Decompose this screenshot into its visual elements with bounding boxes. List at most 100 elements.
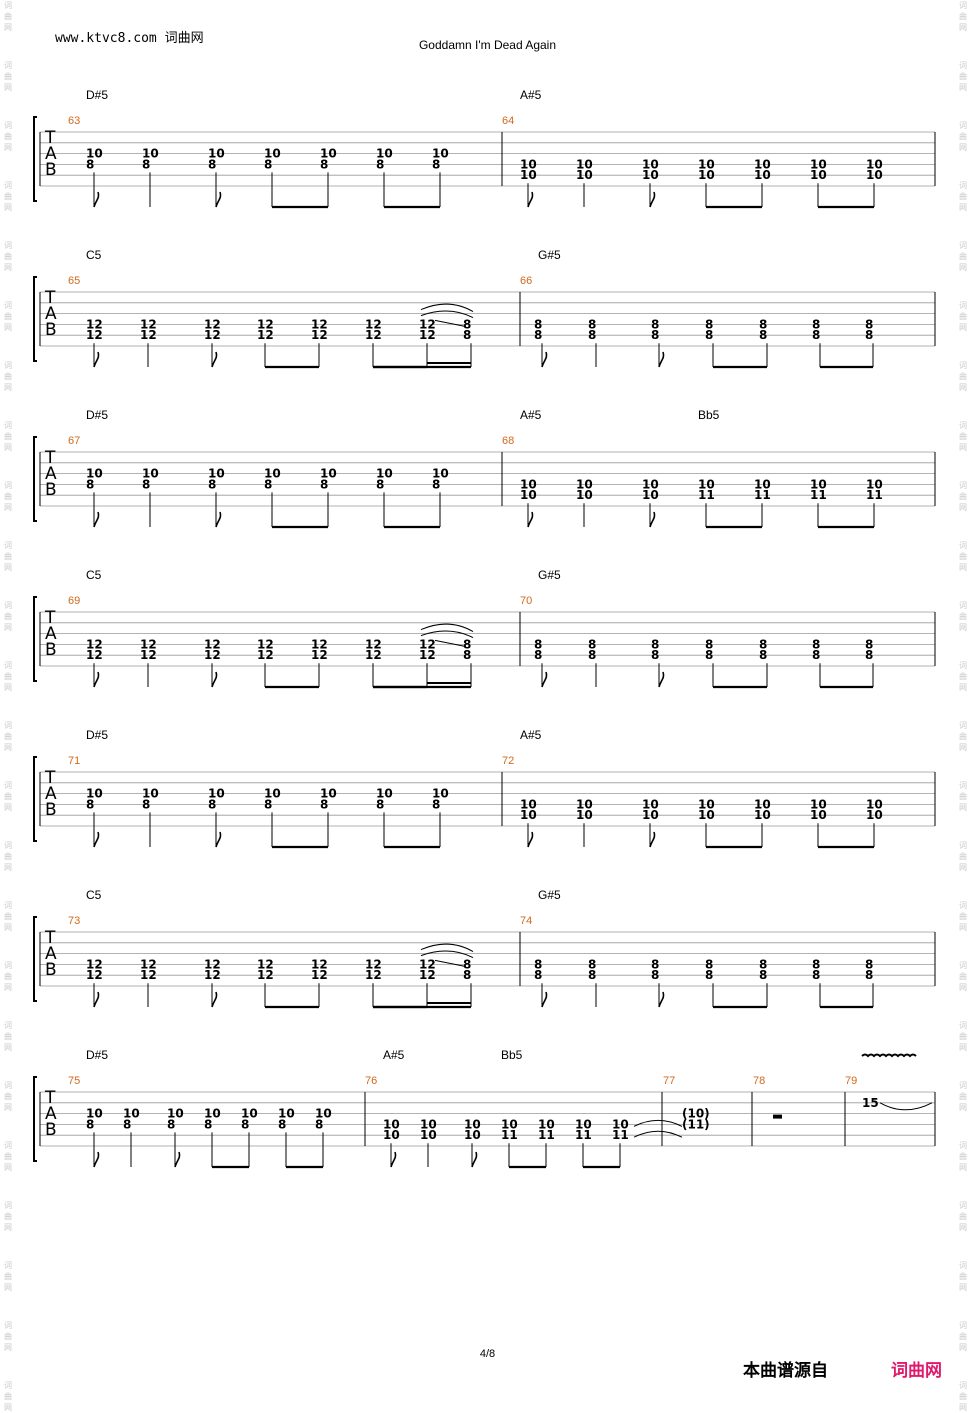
note-flag [211,671,218,688]
fret-number: 8 [320,797,328,811]
chord-name: C5 [86,248,102,262]
note-flag [527,831,534,848]
fret-number: 12 [204,637,221,651]
fret-number: 10 [576,157,593,171]
fret-number: 10 [576,808,593,822]
fret-number: 12 [140,968,157,982]
fret-number: 12 [257,648,274,662]
watermark-text: 词曲网 [4,841,12,872]
fret-number: 10 [123,1107,140,1121]
chord-name: C5 [86,568,102,582]
fret-number: 8 [264,157,272,171]
fret-number: 8 [588,637,596,651]
fret-number: 8 [588,957,596,971]
slide-arc [420,623,474,633]
tab-letter: B [45,640,57,660]
watermark-text: 词曲网 [4,1,12,32]
slide-line [434,639,466,647]
system-bracket [33,756,37,842]
watermark-text: 词曲网 [959,1141,967,1172]
measure-number: 70 [520,595,532,607]
fret-number: 10 [698,157,715,171]
site-url: www.ktvc8.com 词曲网 [55,31,204,46]
tab-letter: A [45,304,57,324]
fret-number: 8 [588,317,596,331]
note-flag [93,831,100,848]
fret-number: 10 [866,797,883,811]
measure-number: 74 [520,915,532,927]
fret-number: 8 [651,328,659,342]
fret-number: 10 [642,168,659,182]
fret-number: 10 [208,787,225,801]
tab-letter: B [45,480,57,500]
fret-number: 8 [812,637,820,651]
system-bracket [33,116,37,202]
fret-number: 10 [264,147,281,161]
fret-number: 10 [576,168,593,182]
fret-number: 8 [588,648,596,662]
fret-number: 8 [463,637,471,651]
fret-number: 8 [142,797,150,811]
fret-number: 12 [257,637,274,651]
fret-number: 12 [365,648,382,662]
fret-number: 10 [264,467,281,481]
fret-number: 8 [865,957,873,971]
fret-number: 8 [142,477,150,491]
fret-number: 11 [501,1128,518,1142]
fret-number: 11 [612,1128,629,1142]
fret-number: 8 [534,968,542,982]
slide-arc [420,943,474,953]
note-flag [215,191,222,208]
fret-number: 8 [534,637,542,651]
fret-number: 10 [520,477,537,491]
slide-arc [420,950,474,959]
fret-number: 12 [86,648,103,662]
fret-number: 10 [810,157,827,171]
fret-number: 8 [759,648,767,662]
watermark-text: 词曲网 [959,661,967,692]
fret-number: 12 [311,317,328,331]
note-flag [527,191,534,208]
chord-name: G#5 [538,888,561,902]
fret-number: 8 [759,968,767,982]
fret-number: 10 [642,157,659,171]
system-bracket [33,1076,37,1162]
fret-number: 12 [140,328,157,342]
fret-number: 8 [812,328,820,342]
song-title: Goddamn I'm Dead Again [418,38,557,52]
note-flag [174,1151,181,1168]
watermark-text: 词曲网 [4,601,12,632]
system-bracket [33,436,37,522]
fret-number: 11 [866,488,883,502]
fret-number: 10 [464,1117,481,1131]
fret-number: 10 [520,168,537,182]
note-flag [93,671,100,688]
measure-number: 76 [365,1075,377,1087]
fret-number: 10 [432,147,449,161]
fret-number: 10 [576,477,593,491]
measure-number: 67 [68,435,80,447]
fret-number: 10 [320,147,337,161]
tab-letter: T [44,1088,56,1108]
fret-number: 8 [432,157,440,171]
watermark-text: 词曲网 [4,301,12,332]
fret-number: 10 [754,168,771,182]
fret-number: 11 [575,1128,592,1142]
chord-name: D#5 [86,88,108,102]
fret-number: 12 [311,637,328,651]
fret-number: 10 [612,1117,629,1131]
watermark-text: 词曲网 [4,1261,12,1292]
tab-letter: B [45,800,57,820]
fret-number: 8 [588,968,596,982]
fret-number: 12 [311,957,328,971]
measure-number: 63 [68,115,80,127]
fret-number: 8 [534,328,542,342]
fret-number: 10 [86,467,103,481]
watermark-text: 词曲网 [4,1021,12,1052]
fret-number: 8 [376,797,384,811]
fret-number: 8 [651,648,659,662]
fret-number: 10 [810,168,827,182]
fret-number: 8 [208,477,216,491]
watermark-text: 词曲网 [4,1321,12,1352]
fret-number: 8 [376,157,384,171]
